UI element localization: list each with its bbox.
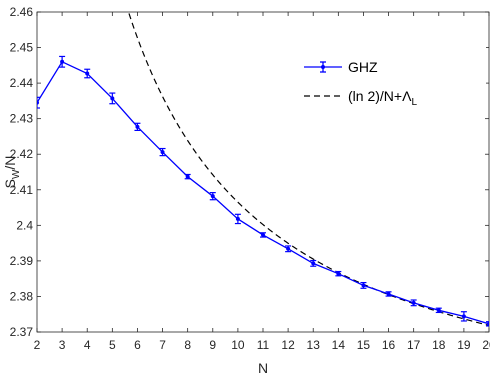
x-tick-label: 8 [184,338,191,352]
legend-swatch-ghz-marker [321,65,325,69]
ghz-point [360,281,367,289]
series-line-theory [127,12,489,326]
y-tick-label: 2.46 [10,5,34,19]
data-marker [235,216,240,221]
ghz-point [159,147,166,157]
ghz-point [234,213,241,225]
ghz-point [109,92,116,105]
x-tick-label: 16 [382,338,396,352]
y-axis: 2.37 2.38 2.39 2.4 2.41 2.42 2.43 2.44 2.45 2.46 [10,5,489,339]
data-marker [135,124,140,129]
y-tick-label: 2.38 [10,289,34,303]
data-marker [286,246,291,251]
x-axis: 2 3 4 5 6 7 8 9 10 11 12 13 14 15 16 17 18 19 20 [34,12,490,352]
legend: GHZ (ln 2)/N+ΛL [296,42,486,108]
data-marker [411,300,416,305]
ghz-point [410,299,417,307]
x-axis-title: N [258,360,268,376]
y-tick-label: 2.43 [10,112,34,126]
legend-label-ghz: GHZ [348,59,378,75]
y-tick-label: 2.4 [16,218,33,232]
data-marker [461,314,466,319]
ghz-point [84,68,91,79]
data-marker [436,308,441,313]
data-marker [261,232,265,237]
x-tick-label: 18 [432,338,446,352]
ghz-point [37,96,40,109]
x-tick-label: 3 [59,338,66,352]
x-tick-label: 14 [332,338,346,352]
x-tick-label: 6 [134,338,141,352]
ghz-point [260,232,266,238]
legend-label-theory: (ln 2)/N+ΛL [348,88,417,108]
x-tick-label: 15 [357,338,371,352]
ghz-point [134,122,141,131]
ghz-point [435,307,442,314]
y-tick-label: 2.41 [10,183,34,197]
data-marker [110,96,115,101]
x-tick-label: 19 [457,338,471,352]
ghz-point [460,311,467,322]
x-tick-label: 12 [281,338,295,352]
ghz-point [184,173,191,180]
y-tick-label: 2.37 [10,325,34,339]
data-marker [85,71,90,76]
data-marker [210,194,215,199]
y-axis-title: SW/N [2,156,22,189]
data-marker [311,261,316,266]
data-marker [185,174,190,179]
x-tick-label: 11 [257,338,270,352]
x-tick-label: 17 [407,338,421,352]
data-marker [160,150,165,155]
y-tick-label: 2.44 [10,76,34,90]
y-tick-label: 2.45 [10,41,34,55]
x-tick-label: 7 [159,338,166,352]
x-tick-label: 10 [231,338,245,352]
x-tick-label: 9 [209,338,216,352]
data-marker [487,321,489,326]
data-marker [37,100,39,105]
data-marker [60,59,65,64]
y-tick-label: 2.39 [10,254,34,268]
x-tick-label: 2 [34,338,41,352]
ghz-point [209,192,216,201]
ghz-point [335,270,342,277]
data-marker [361,283,366,288]
x-tick-label: 20 [482,338,490,352]
ghz-points [37,55,489,327]
y-tick-label: 2.42 [10,147,34,161]
x-tick-label: 5 [109,338,116,352]
data-marker [336,271,341,276]
ghz-point [385,291,392,297]
data-marker [386,291,391,296]
x-tick-label: 4 [84,338,91,352]
ghz-point [285,245,292,253]
ghz-point [486,321,489,327]
ghz-point [310,259,317,267]
ghz-point [59,55,66,68]
legend-box [296,42,486,108]
x-tick-label: 13 [307,338,321,352]
